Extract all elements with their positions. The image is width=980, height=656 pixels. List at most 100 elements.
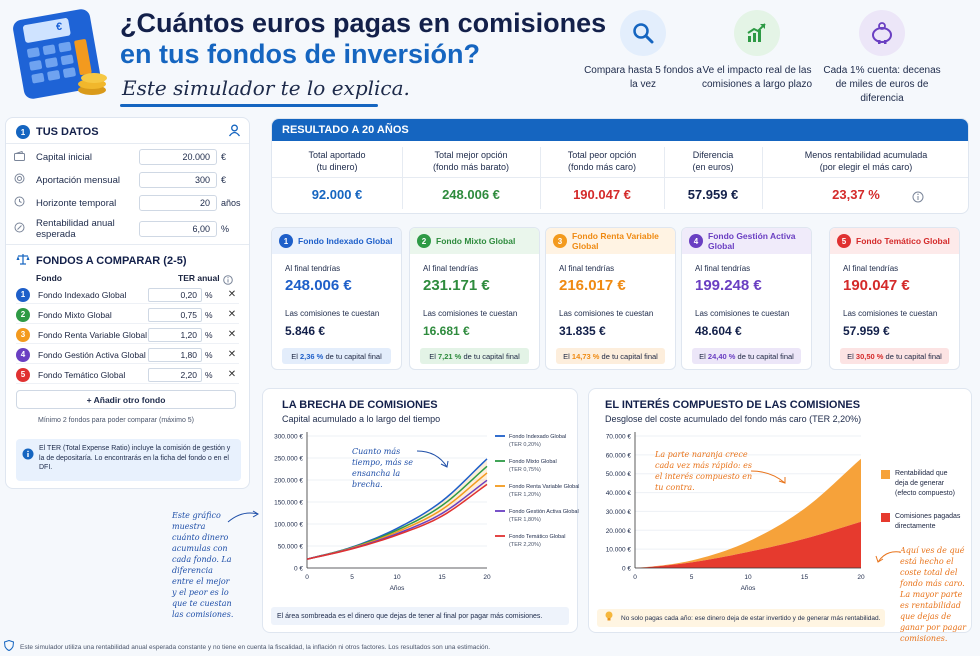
cost-value: 31.835 € — [559, 324, 606, 338]
fund-ter-input[interactable]: 0,20 — [148, 287, 202, 302]
fund-name: Fondo Gestión Activa Global — [38, 349, 146, 360]
y-tick-label: 20.000 € — [606, 528, 632, 535]
interes-area-chart: 0 € 10.000 € 20.000 € 30.000 € 40.000 € 50.00… — [606, 432, 865, 592]
fund-ter-unit: % — [205, 309, 213, 320]
disclaimer-text: Este simulador utiliza una rentabilidad … — [20, 643, 491, 651]
cost-value: 5.846 € — [285, 324, 326, 338]
final-value: 231.171 € — [423, 277, 490, 294]
horizonte-input[interactable]: 20 — [139, 195, 217, 211]
shield-icon — [3, 638, 15, 656]
aportacion-input[interactable]: 300 — [139, 172, 217, 188]
remove-fund-button[interactable]: ✕ — [227, 349, 237, 360]
capital-input[interactable]: 20.000 — [139, 149, 217, 165]
fund-ter-input[interactable]: 1,80 — [148, 347, 202, 362]
area-compound — [635, 458, 861, 568]
fund-number-badge: 5 — [837, 234, 851, 248]
x-tick-label: 20 — [857, 574, 865, 581]
result-label-line1: Total aportado — [308, 150, 366, 160]
cost-share-badge: El 2,36 % de tu capital final — [282, 348, 391, 364]
fund-card: 5 Fondo Temático Global Al final tendría… — [829, 227, 960, 370]
y-tick-label: 200.000 € — [274, 478, 303, 485]
feature-compare-text: Compara hasta 5 fondos a la vez — [584, 65, 702, 90]
fund-ter-input[interactable]: 0,75 — [148, 307, 202, 322]
fund-number-badge: 1 — [16, 287, 30, 302]
pill-prefix: El — [429, 351, 436, 361]
series-line — [306, 483, 488, 560]
fondos-title: FONDOS A COMPARAR (2-5) — [36, 254, 187, 267]
y-tick-label: 100.000 € — [274, 522, 303, 529]
lightbulb-icon — [603, 609, 615, 627]
percent-icon — [14, 222, 28, 236]
feature-compare: Compara hasta 5 fondos a la vez — [583, 10, 703, 92]
result-label-line1: Diferencia — [692, 150, 734, 160]
info-icon[interactable] — [223, 272, 233, 290]
add-fund-button[interactable]: + Añadir otro fondo — [16, 390, 236, 409]
pill-prefix: El — [291, 351, 298, 361]
feature-impact: Ve el impacto real de las comisiones a l… — [697, 10, 817, 92]
pill-suffix: de tu capital final — [737, 351, 794, 361]
result-divider — [664, 147, 665, 209]
remove-fund-button[interactable]: ✕ — [227, 329, 237, 340]
final-label: Al final tendrías — [423, 264, 479, 273]
capital-unit: € — [221, 152, 227, 162]
remove-fund-button[interactable]: ✕ — [227, 309, 237, 320]
result-label-line2: (fondo más barato) — [432, 162, 510, 172]
fund-number-badge: 4 — [16, 347, 30, 362]
x-axis-label: Años — [741, 585, 757, 592]
cost-share-badge: El 24,40 % de tu capital final — [692, 348, 801, 364]
annotation-arrow — [416, 450, 449, 468]
pill-suffix: de tu capital final — [885, 351, 942, 361]
result-label-line1: Total peor opción — [567, 150, 637, 160]
result-label: Diferencia (en euros) — [664, 149, 762, 173]
brecha-line-chart: 0 € 50.000 € 100.000 € 150.000 € 200.000 € 25… — [274, 432, 579, 592]
legend-note: (TER 0,75%) — [509, 467, 541, 473]
result-label-line1: Menos rentabilidad acumulada — [804, 150, 928, 160]
euro-display-label: € — [56, 21, 63, 33]
brecha-chart-title: LA BRECHA DE COMISIONES — [282, 399, 438, 411]
fund-ter-input[interactable]: 1,20 — [148, 327, 202, 342]
fund-number-badge: 3 — [553, 234, 567, 248]
fund-row: 4 Fondo Gestión Activa Global 1,80 % ✕ — [16, 346, 239, 364]
annotation-arrow — [750, 470, 786, 484]
rentabilidad-input[interactable]: 6,00 — [139, 221, 217, 237]
result-label: Total peor opción (fondo más caro) — [540, 149, 664, 173]
pill-percent: 24,40 % — [707, 351, 736, 361]
fund-card: 3 Fondo Renta Variable Global Al final t… — [545, 227, 676, 370]
info-icon[interactable] — [912, 190, 924, 208]
cost-label: Las comisiones te cuestan — [843, 309, 938, 318]
page-title-line2: en tus fondos de inversión? — [120, 39, 481, 69]
pill-suffix: de tu capital final — [325, 351, 382, 361]
input-row-rentabilidad: Rentabilidad anual esperada 6,00 % — [14, 218, 241, 240]
fund-ter-unit: % — [205, 349, 213, 360]
remove-fund-button[interactable]: ✕ — [227, 369, 237, 380]
final-value: 248.006 € — [285, 277, 352, 294]
pill-suffix: de tu capital final — [601, 351, 658, 361]
fund-card-header: 2 Fondo Mixto Global — [410, 228, 539, 254]
result-title: RESULTADO A 20 AÑOS — [282, 124, 409, 136]
cost-share-badge: El 7,21 % de tu capital final — [420, 348, 529, 364]
col-fondo-header: Fondo — [36, 273, 62, 283]
clock-icon — [14, 196, 28, 210]
user-icon[interactable] — [228, 124, 241, 142]
cost-share-badge: El 14,73 % de tu capital final — [556, 348, 665, 364]
legend-label: Fondo Temático Global — [509, 534, 565, 540]
fund-number-badge: 1 — [279, 234, 293, 248]
gap-area — [307, 458, 487, 560]
fund-card-name: Fondo Indexado Global — [298, 236, 393, 246]
remove-fund-button[interactable]: ✕ — [227, 289, 237, 300]
page-title-line1: ¿Cuántos euros pagas en comisiones — [120, 8, 607, 38]
fund-ter-input[interactable]: 2,20 — [148, 367, 202, 382]
final-label: Al final tendrías — [285, 264, 341, 273]
fund-card: 1 Fondo Indexado Global Al final tendría… — [271, 227, 402, 370]
magnifier-icon — [620, 10, 666, 56]
subtitle-underline — [120, 104, 378, 107]
input-row-horizonte: Horizonte temporal 20 años — [14, 195, 241, 211]
y-tick-label: 40.000 € — [606, 490, 632, 497]
calculator-illustration: € — [10, 8, 110, 100]
fund-number-badge: 4 — [689, 234, 703, 248]
x-tick-label: 15 — [438, 574, 446, 581]
y-tick-label: 30.000 € — [606, 509, 632, 516]
interes-annotation: La parte naranja crece cada vez más rápi… — [655, 450, 753, 492]
growth-chart-icon — [734, 10, 780, 56]
tus-datos-header: 1 TUS DATOS — [16, 125, 99, 139]
